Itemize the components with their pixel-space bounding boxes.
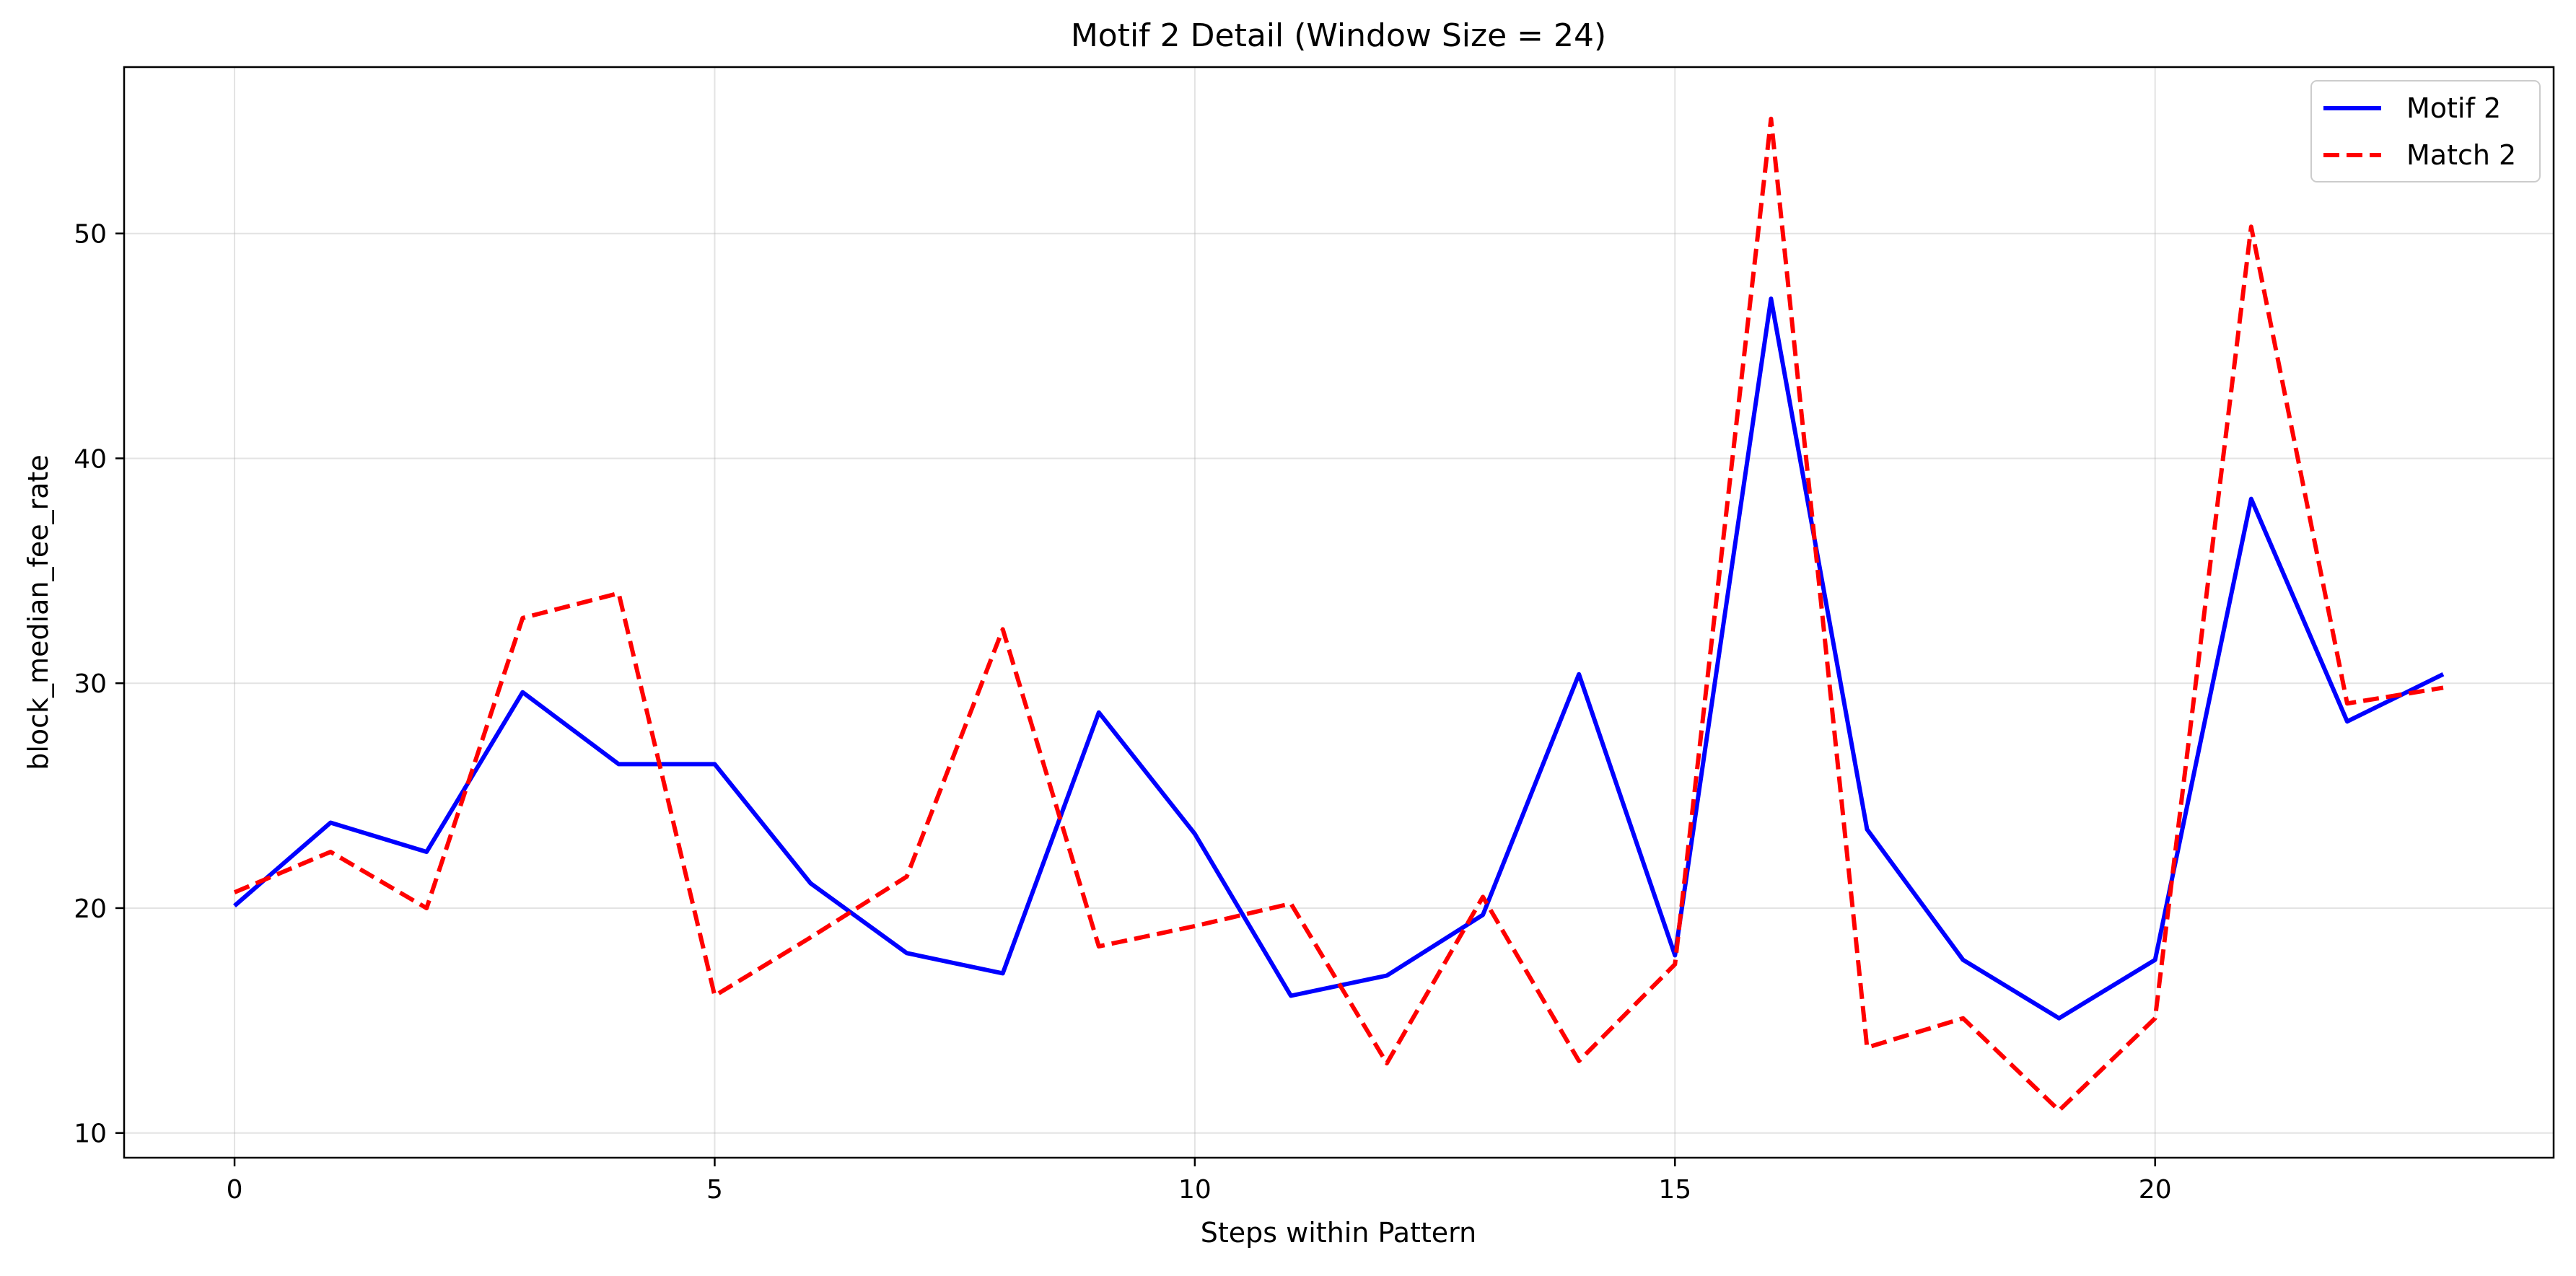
y-tick-label: 30 xyxy=(74,669,107,699)
y-tick-label: 40 xyxy=(74,444,107,474)
y-axis-label: block_median_fee_rate xyxy=(22,454,54,770)
x-tick-label: 20 xyxy=(2139,1175,2172,1205)
x-axis-ticks: 0 5 10 15 20 xyxy=(227,1158,2172,1205)
y-tick-label: 50 xyxy=(74,220,107,250)
x-tick-label: 15 xyxy=(1658,1175,1691,1205)
y-tick-label: 20 xyxy=(74,894,107,924)
y-axis-ticks: 10 20 30 40 50 xyxy=(74,220,124,1149)
x-tick-label: 10 xyxy=(1178,1175,1212,1205)
x-tick-label: 0 xyxy=(227,1175,243,1205)
chart-title: Motif 2 Detail (Window Size = 24) xyxy=(1071,17,1606,54)
series-lines xyxy=(233,116,2445,1113)
x-tick-label: 5 xyxy=(706,1175,723,1205)
x-axis-label: Steps within Pattern xyxy=(1201,1217,1476,1249)
legend-label-motif-2: Motif 2 xyxy=(2406,92,2501,124)
legend: Motif 2 Match 2 xyxy=(2310,80,2541,182)
grid-lines xyxy=(124,67,2554,1158)
legend-label-match-2: Match 2 xyxy=(2406,139,2516,171)
plot-frame xyxy=(123,66,2555,1159)
y-tick-label: 10 xyxy=(74,1119,107,1149)
series-line-match-2 xyxy=(233,116,2444,1113)
